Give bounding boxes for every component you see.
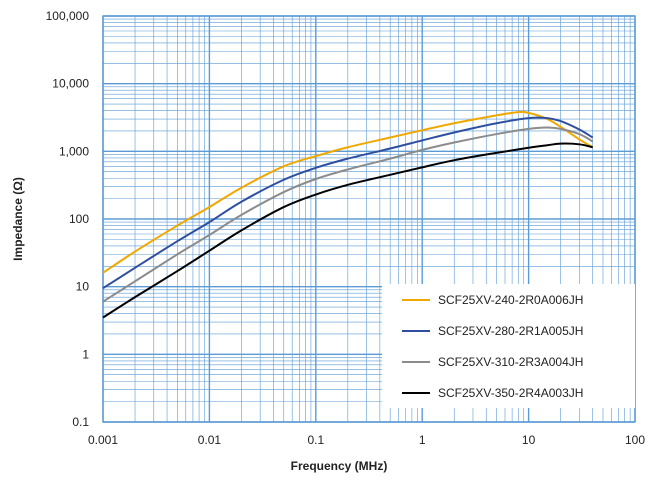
series-line-2 [102, 116, 594, 290]
series-line-1 [102, 110, 594, 274]
y-tick-label: 10,000 [52, 77, 89, 91]
x-tick-label: 100 [625, 433, 645, 447]
y-tick-label: 100,000 [46, 9, 90, 23]
y-tick-label: 1,000 [59, 144, 89, 158]
x-tick-label: 1 [419, 433, 426, 447]
y-tick-label: 0.1 [72, 415, 89, 429]
y-tick-label: 1 [82, 347, 89, 361]
plot-border [102, 15, 636, 423]
x-tick-label: 10 [522, 433, 536, 447]
legend-label-3: SCF25XV-310-2R3A004JH [438, 355, 583, 369]
legend-label-4: SCF25XV-350-2R4A003JH [438, 386, 583, 400]
y-tick-label: 100 [69, 212, 89, 226]
y-axis-title: Impedance (Ω) [11, 177, 25, 261]
x-tick-label: 0.01 [198, 433, 222, 447]
tick-labels: 0.001 0.01 0.1 1 10 100 0.1 1 10 100 1,000 10,000 10… [46, 9, 646, 447]
series-line-4 [102, 142, 593, 319]
legend-box [382, 284, 635, 408]
legend-label-2: SCF25XV-280-2R1A005JH [438, 324, 583, 338]
x-axis-title: Frequency (MHz) [291, 459, 388, 473]
y-tick-label: 10 [76, 280, 90, 294]
series-line-3 [102, 126, 594, 303]
x-tick-label: 0.001 [88, 433, 118, 447]
series-lines [102, 110, 594, 319]
legend: SCF25XV-240-2R0A006JH SCF25XV-280-2R1A005… [382, 284, 635, 408]
legend-label-1: SCF25XV-240-2R0A006JH [438, 293, 583, 307]
x-tick-label: 0.1 [307, 433, 324, 447]
